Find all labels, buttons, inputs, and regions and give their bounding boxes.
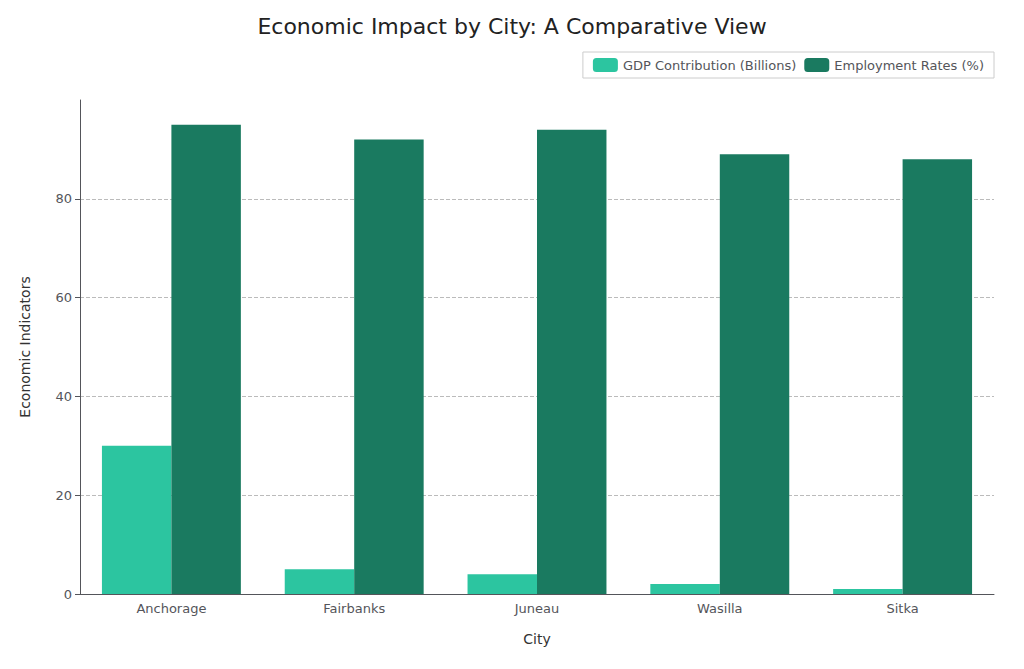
svg-text:Economic Impact by City: A Com: Economic Impact by City: A Comparative V…: [257, 14, 766, 39]
svg-text:80: 80: [55, 191, 72, 206]
svg-text:Employment Rates (%): Employment Rates (%): [834, 58, 984, 73]
svg-text:Juneau: Juneau: [514, 601, 560, 616]
svg-text:City: City: [523, 631, 550, 647]
svg-text:20: 20: [55, 488, 72, 503]
svg-text:Sitka: Sitka: [886, 601, 918, 616]
svg-text:GDP Contribution (Billions): GDP Contribution (Billions): [623, 58, 796, 73]
svg-text:Wasilla: Wasilla: [697, 601, 743, 616]
svg-text:Anchorage: Anchorage: [136, 601, 206, 616]
svg-text:60: 60: [55, 290, 72, 305]
svg-text:40: 40: [55, 389, 72, 404]
svg-text:Fairbanks: Fairbanks: [323, 601, 385, 616]
svg-text:Economic Indicators: Economic Indicators: [17, 276, 33, 417]
svg-text:0: 0: [64, 587, 72, 602]
